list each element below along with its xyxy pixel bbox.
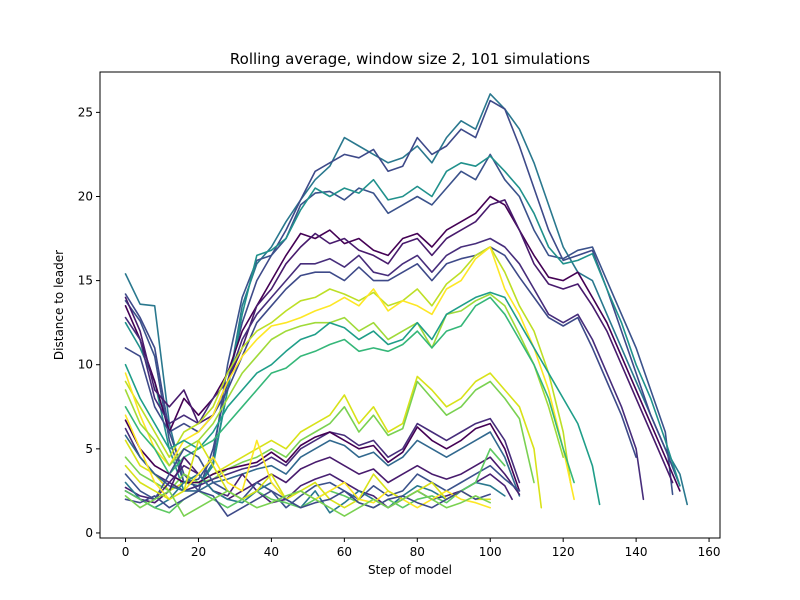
y-tick-label-0: 0 bbox=[85, 526, 93, 540]
x-tick-label-160: 160 bbox=[698, 545, 721, 559]
series-line-4 bbox=[124, 155, 681, 492]
series-line-7 bbox=[124, 237, 645, 501]
x-tick-label-40: 40 bbox=[264, 545, 279, 559]
plot-area-frame bbox=[99, 71, 721, 539]
y-tick-label-25: 25 bbox=[78, 105, 93, 119]
y-tick-label-10: 10 bbox=[78, 358, 93, 372]
x-tick-label-140: 140 bbox=[625, 545, 648, 559]
series-layer bbox=[124, 93, 688, 517]
series-line-12 bbox=[124, 291, 601, 506]
series-line-18 bbox=[124, 431, 521, 497]
series-line-3 bbox=[124, 153, 674, 496]
series-line-20 bbox=[124, 464, 513, 509]
y-tick-label-15: 15 bbox=[78, 274, 93, 288]
x-tick-label-100: 100 bbox=[479, 545, 502, 559]
x-axis: 0 20 40 60 80 100 120 140 160 bbox=[122, 538, 721, 559]
x-tick-label-120: 120 bbox=[552, 545, 575, 559]
y-tick-label-5: 5 bbox=[85, 442, 93, 456]
series-line-10 bbox=[124, 246, 575, 501]
x-axis-label: Step of model bbox=[368, 563, 452, 577]
series-line-26 bbox=[124, 490, 491, 517]
series-line-9 bbox=[124, 246, 572, 484]
series-line-16 bbox=[124, 417, 521, 492]
y-axis-label: Distance to leader bbox=[52, 250, 66, 360]
x-tick-label-0: 0 bbox=[122, 545, 130, 559]
y-axis: 0 5 10 15 20 25 bbox=[78, 105, 100, 540]
series-line-25 bbox=[124, 439, 491, 509]
series-line-21 bbox=[124, 448, 521, 509]
series-line-13 bbox=[124, 296, 575, 484]
series-line-27 bbox=[124, 490, 491, 517]
chart-title: Rolling average, window size 2, 101 simu… bbox=[230, 50, 590, 68]
x-tick-label-20: 20 bbox=[191, 545, 206, 559]
x-tick-label-60: 60 bbox=[337, 545, 352, 559]
x-tick-label-80: 80 bbox=[410, 545, 425, 559]
y-tick-label-20: 20 bbox=[78, 189, 93, 203]
series-line-22 bbox=[124, 473, 506, 514]
series-line-5 bbox=[124, 195, 681, 492]
